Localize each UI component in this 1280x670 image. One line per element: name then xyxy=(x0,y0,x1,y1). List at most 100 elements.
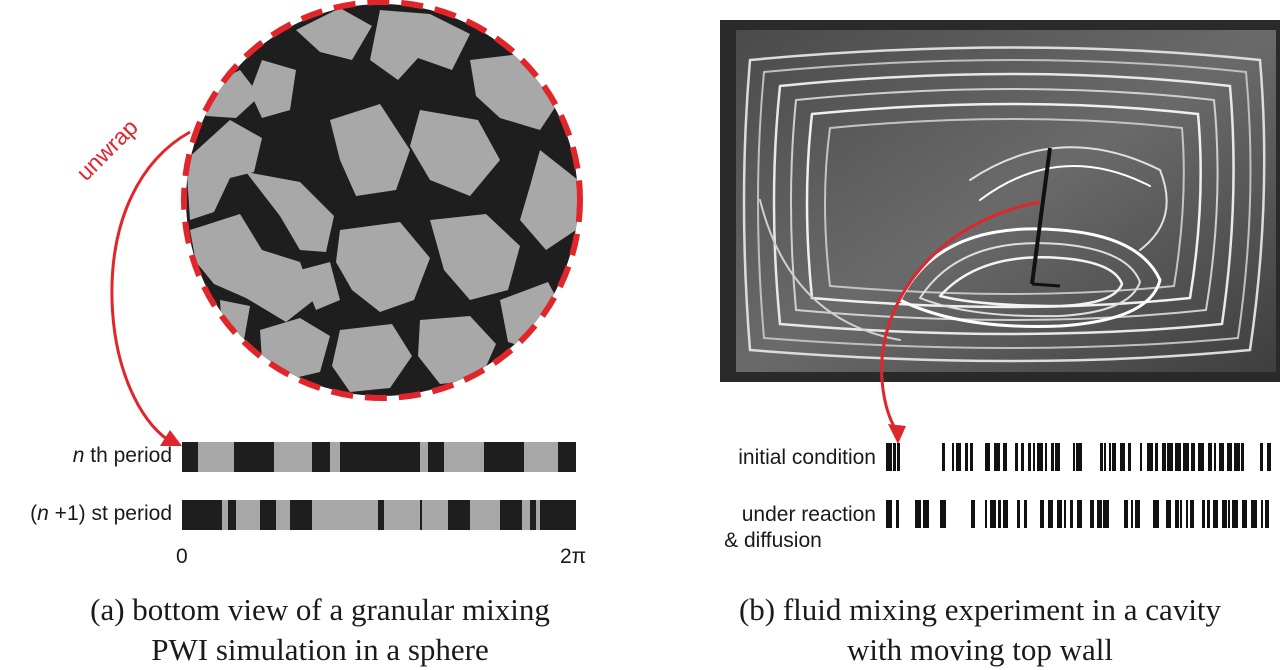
reaction-label-line1: under reaction xyxy=(741,503,876,526)
nth-period-strip xyxy=(182,442,576,472)
strip-bar xyxy=(1017,500,1020,528)
strip-bar xyxy=(970,443,973,471)
unwrap-arrow xyxy=(110,130,191,442)
strip-bar xyxy=(1109,443,1111,471)
strip-bar xyxy=(1037,443,1043,471)
strip-bar xyxy=(1213,500,1218,528)
strip-bar xyxy=(1227,443,1232,471)
strip-bar xyxy=(1104,443,1106,471)
strip-bar xyxy=(1140,443,1142,471)
strip-bar xyxy=(1214,443,1216,471)
strip-bar xyxy=(1003,500,1008,528)
n-plus-1-period-label: (n +1) st period xyxy=(0,502,172,526)
strip-bar xyxy=(1242,500,1247,528)
strip-bar xyxy=(897,443,900,471)
caption-a-line1: (a) bottom view of a granular mixing xyxy=(90,592,550,627)
strip-bar xyxy=(1135,500,1140,528)
strip-bar xyxy=(1153,500,1159,528)
caption-b: (b) fluid mixing experiment in a cavity … xyxy=(680,590,1280,670)
caption-a: (a) bottom view of a granular mixing PWI… xyxy=(40,590,600,670)
strip-bar xyxy=(1191,443,1195,471)
strip-bar xyxy=(942,443,945,471)
unwrap-outline xyxy=(181,0,583,401)
sample-arrowhead xyxy=(888,424,906,444)
unwrap-label: unwrap xyxy=(71,114,143,186)
strip-bar xyxy=(1202,500,1205,528)
strip-bar xyxy=(1120,443,1125,471)
strip-bar xyxy=(1190,500,1194,528)
strip-bar xyxy=(1261,500,1263,528)
strip-bar xyxy=(1198,443,1204,471)
strip-bar xyxy=(952,443,954,471)
reaction-diffusion-label: under reaction & diffusion xyxy=(640,502,876,554)
strip-bar xyxy=(1024,500,1027,528)
strip-bar xyxy=(1183,443,1189,471)
sample-arrow xyxy=(880,200,1041,431)
cavity-streaks xyxy=(742,46,1266,363)
strip-bar xyxy=(1077,500,1082,528)
strip-bar xyxy=(1228,500,1230,528)
strip-bar xyxy=(893,443,896,471)
strip-bar xyxy=(994,443,1000,471)
strip-bar xyxy=(1112,443,1116,471)
strip-bar xyxy=(1175,500,1179,528)
strip-bar xyxy=(886,443,892,471)
strip-bar xyxy=(1070,500,1073,528)
strip-bar xyxy=(1057,500,1062,528)
strip-bar xyxy=(1208,443,1212,471)
strip-bar xyxy=(1234,443,1240,471)
strip-bar xyxy=(1090,500,1094,528)
strip-bar xyxy=(965,443,968,471)
strip-bar xyxy=(1219,443,1224,471)
strip-bar xyxy=(915,500,921,528)
strip-bar xyxy=(1186,500,1188,528)
reaction-label-line2: & diffusion xyxy=(724,529,822,552)
strip-bar xyxy=(1040,500,1044,528)
n1-label-open: ( xyxy=(30,502,38,525)
strip-bar xyxy=(1232,500,1238,528)
strip-bar xyxy=(940,500,946,528)
panel-b-fluid-mixing: initial condition under reaction & diffu… xyxy=(640,0,1280,670)
tracer-foot xyxy=(1031,282,1061,288)
strip-bar xyxy=(1073,443,1075,471)
strip-bar xyxy=(923,500,929,528)
strip-bar xyxy=(1076,443,1082,471)
strip-bar xyxy=(1055,443,1060,471)
initial-condition-label: initial condition xyxy=(738,446,876,469)
nth-label-rest: th period xyxy=(84,444,172,467)
strip-bar xyxy=(1124,500,1128,528)
n1-label-n: n xyxy=(37,502,49,525)
strip-bar xyxy=(985,500,987,528)
strip-bar xyxy=(1180,500,1182,528)
strip-bar xyxy=(998,500,1001,528)
panel-a-granular-mixing: unwrap n th peri xyxy=(0,0,600,670)
n-plus-1-period-strip xyxy=(182,500,576,530)
n1-label-rest: +1) st period xyxy=(48,502,172,525)
strip-bar xyxy=(1265,500,1269,528)
unwrap-arrowhead xyxy=(160,430,182,446)
strip-bar xyxy=(1147,443,1153,471)
caption-b-line2: with moving top wall xyxy=(846,632,1114,667)
strip-bar xyxy=(1267,443,1271,471)
cavity-diagram xyxy=(720,20,1280,528)
strip-bar xyxy=(985,443,990,471)
strip-bar xyxy=(896,500,899,528)
strip-bar xyxy=(1100,443,1103,471)
strip-bar xyxy=(1103,500,1109,528)
strip-bar xyxy=(1051,443,1054,471)
strip-bar xyxy=(1207,500,1210,528)
strip-bar xyxy=(1166,500,1171,528)
sphere-diagram: unwrap xyxy=(71,0,583,530)
strip-bar xyxy=(1167,443,1173,471)
axis-end-label: 2π xyxy=(560,545,587,568)
strip-bar xyxy=(1003,443,1007,471)
strip-bar xyxy=(1097,500,1102,528)
strip-bar xyxy=(1045,443,1047,471)
strip-bar xyxy=(1155,443,1158,471)
caption-a-line2: PWI simulation in a sphere xyxy=(151,632,489,667)
strip-bar xyxy=(1251,500,1257,528)
strip-bar xyxy=(1128,443,1131,471)
axis-start-label: 0 xyxy=(176,545,188,568)
caption-b-line1: (b) fluid mixing experiment in a cavity xyxy=(738,592,1222,627)
strip-bar xyxy=(956,443,961,471)
